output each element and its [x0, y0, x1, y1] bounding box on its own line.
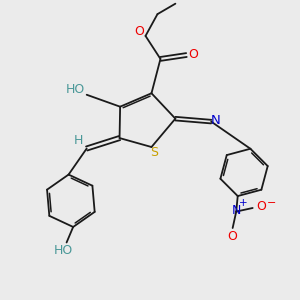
Text: O: O [228, 230, 238, 243]
Text: O: O [134, 25, 144, 38]
Text: N: N [232, 204, 241, 217]
Text: S: S [151, 146, 158, 159]
Text: N: N [211, 114, 220, 127]
Text: O: O [256, 200, 266, 213]
Text: HO: HO [53, 244, 73, 257]
Text: −: − [266, 198, 276, 208]
Text: +: + [238, 198, 247, 208]
Text: H: H [74, 134, 83, 147]
Text: HO: HO [66, 83, 85, 96]
Text: O: O [188, 48, 198, 61]
